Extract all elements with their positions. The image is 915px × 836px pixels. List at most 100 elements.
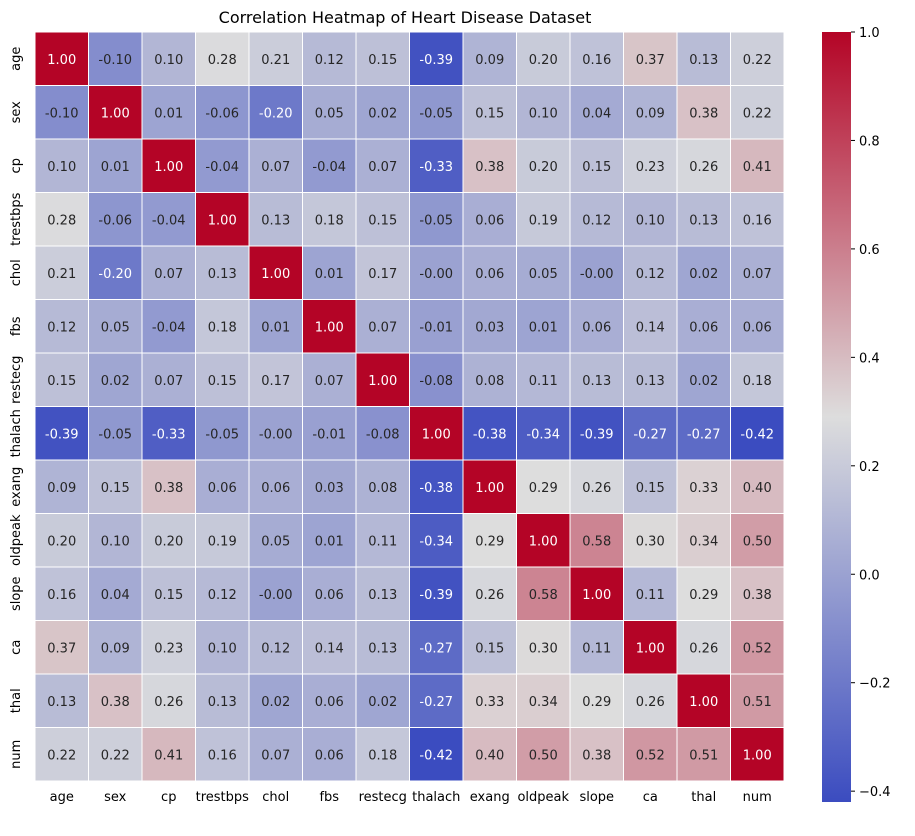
- cell-value-label: 0.11: [368, 534, 397, 549]
- cell-value-label: 0.03: [475, 320, 504, 335]
- cell-value-label: -0.00: [259, 588, 293, 603]
- heatmap-cell-cp-slope: [569, 138, 624, 193]
- cell-value-label: 0.13: [636, 374, 665, 389]
- cell-value-label: 0.26: [582, 481, 611, 496]
- heatmap-cell-ca-thal: [676, 620, 731, 675]
- cell-value-label: 0.18: [368, 748, 397, 763]
- cell-value-label: 0.18: [208, 320, 237, 335]
- cell-value-label: 0.33: [689, 481, 718, 496]
- heatmap-cell-sex-slope: [569, 85, 624, 140]
- cell-value-label: 0.13: [261, 213, 290, 228]
- y-tick-label-sex: sex: [9, 101, 24, 124]
- cell-value-label: 0.13: [368, 641, 397, 656]
- heatmap-cell-age-fbs: [302, 31, 357, 86]
- cell-value-label: 0.15: [154, 588, 183, 603]
- heatmap-cell-fbs-exang: [462, 299, 517, 354]
- cell-value-label: 0.07: [315, 374, 344, 389]
- heatmap-cell-restecg-thal: [676, 352, 731, 407]
- cell-value-label: 0.01: [261, 320, 290, 335]
- heatmap-cell-ca-thalach: [409, 620, 464, 675]
- heatmap-cell-thal-chol: [248, 673, 303, 728]
- cell-value-label: 0.52: [636, 748, 665, 763]
- cell-value-label: 0.26: [636, 695, 665, 710]
- cell-value-label: 0.04: [582, 106, 611, 121]
- cell-value-label: 0.22: [101, 748, 130, 763]
- heatmap-cell-thalach-ca: [623, 406, 678, 461]
- x-tick-label-trestbps: trestbps: [196, 790, 250, 805]
- cell-value-label: 0.04: [101, 588, 130, 603]
- cell-value-label: 0.50: [529, 748, 558, 763]
- heatmap-cell-num-chol: [248, 727, 303, 782]
- heatmap-cell-sex-trestbps: [195, 85, 250, 140]
- cell-value-label: 0.05: [315, 106, 344, 121]
- cell-value-label: 0.12: [315, 53, 344, 68]
- heatmap-cell-restecg-slope: [569, 352, 624, 407]
- cell-value-label: 0.16: [47, 588, 76, 603]
- cell-value-label: -0.05: [98, 427, 132, 442]
- cell-value-label: -0.20: [259, 106, 293, 121]
- cell-value-label: 0.07: [154, 267, 183, 282]
- cell-value-label: 0.30: [529, 641, 558, 656]
- cell-value-label: 0.38: [689, 106, 718, 121]
- heatmap-cell-thal-slope: [569, 673, 624, 728]
- cell-value-label: -0.27: [633, 427, 667, 442]
- heatmap-cell-ca-restecg: [355, 620, 410, 675]
- cell-value-label: -0.39: [419, 53, 453, 68]
- heatmap-cell-chol-num: [730, 245, 785, 300]
- heatmap-cell-exang-cp: [141, 459, 196, 514]
- cell-value-label: 0.06: [315, 588, 344, 603]
- heatmap-cell-age-num: [730, 31, 785, 86]
- heatmap-cell-slope-cp: [141, 566, 196, 621]
- cell-value-label: 0.33: [475, 695, 504, 710]
- colorbar-tick-label: 0.4: [859, 351, 880, 366]
- x-tick-label-age: age: [50, 790, 74, 805]
- x-tick-label-restecg: restecg: [359, 790, 407, 805]
- heatmap-cell-age-thalach: [409, 31, 464, 86]
- colorbar-tick-label: 0.0: [859, 568, 880, 583]
- cell-value-label: 0.06: [315, 695, 344, 710]
- cell-value-label: 0.09: [636, 106, 665, 121]
- cell-value-label: 0.17: [368, 267, 397, 282]
- heatmap-cell-oldpeak-ca: [623, 513, 678, 568]
- cell-value-label: -0.01: [312, 427, 346, 442]
- y-tick-label-oldpeak: oldpeak: [9, 514, 24, 566]
- y-tick-label-cp: cp: [9, 158, 24, 173]
- cell-value-label: 0.22: [47, 748, 76, 763]
- cell-value-label: 0.05: [261, 534, 290, 549]
- colorbar-tick-label: −0.2: [859, 677, 891, 692]
- heatmap-cell-slope-sex: [88, 566, 143, 621]
- cell-value-label: 0.29: [529, 481, 558, 496]
- cell-value-label: 0.37: [636, 53, 665, 68]
- heatmap-cell-sex-num: [730, 85, 785, 140]
- cell-value-label: 0.18: [315, 213, 344, 228]
- heatmap-cell-fbs-slope: [569, 299, 624, 354]
- cell-value-label: 0.08: [475, 374, 504, 389]
- heatmap-cell-oldpeak-chol: [248, 513, 303, 568]
- cell-value-label: 0.29: [582, 695, 611, 710]
- heatmap-cell-thalach-trestbps: [195, 406, 250, 461]
- cell-value-label: 1.00: [101, 106, 130, 121]
- x-tick-label-slope: slope: [579, 790, 614, 805]
- cell-value-label: 0.06: [475, 267, 504, 282]
- cell-value-label: 1.00: [475, 481, 504, 496]
- heatmap-cell-oldpeak-cp: [141, 513, 196, 568]
- cell-value-label: 1.00: [368, 374, 397, 389]
- heatmap-cell-num-thal: [676, 727, 731, 782]
- cell-value-label: 0.07: [261, 748, 290, 763]
- heatmap-cell-restecg-ca: [623, 352, 678, 407]
- cell-value-label: -0.34: [419, 534, 453, 549]
- cell-value-label: 0.10: [636, 213, 665, 228]
- cell-value-label: -0.42: [740, 427, 774, 442]
- colorbar-ticks: 1.0 0.8 0.6 0.4 0.2 0.0 −0.2 −0.4: [851, 26, 891, 800]
- colorbar-tick-label: 0.8: [859, 134, 880, 149]
- cell-value-label: -0.05: [205, 427, 239, 442]
- cell-value-label: 0.11: [582, 641, 611, 656]
- cell-value-label: 1.00: [47, 53, 76, 68]
- heatmap-cell-age-age: [34, 31, 89, 86]
- cell-value-label: 0.02: [368, 695, 397, 710]
- cell-value-label: 0.13: [208, 695, 237, 710]
- cell-value-label: 0.26: [689, 641, 718, 656]
- cell-value-label: -0.04: [312, 160, 346, 175]
- cell-value-label: 0.13: [689, 53, 718, 68]
- heatmap-cell-cp-ca: [623, 138, 678, 193]
